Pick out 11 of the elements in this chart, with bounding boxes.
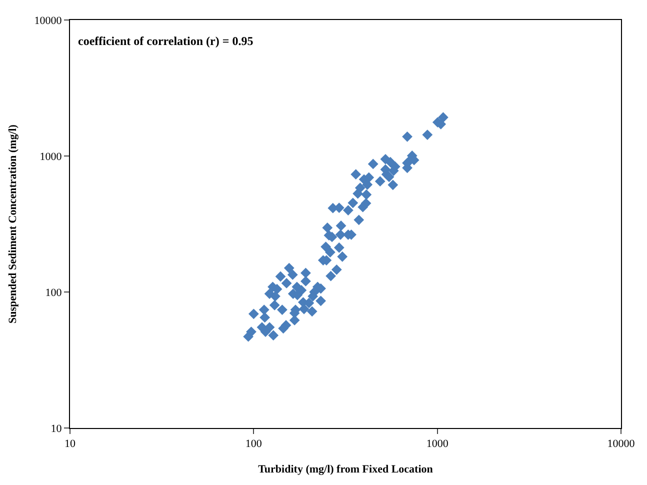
- x-tick-label: 10000: [607, 438, 636, 450]
- y-tick-label: 100: [45, 286, 62, 299]
- y-tick-label: 10000: [34, 14, 62, 27]
- annotation: coefficient of correlation (r) = 0.95: [78, 34, 254, 48]
- y-axis-title: Suspended Sediment Concentration (mg/l): [6, 124, 19, 324]
- x-tick-label: 10: [64, 438, 76, 450]
- x-tick-label: 100: [245, 438, 262, 450]
- x-axis-title: Turbidity (mg/l) from Fixed Location: [258, 463, 433, 476]
- y-tick-label: 1000: [40, 150, 62, 163]
- x-tick-label: 1000: [426, 438, 449, 450]
- y-tick-label: 10: [50, 422, 62, 435]
